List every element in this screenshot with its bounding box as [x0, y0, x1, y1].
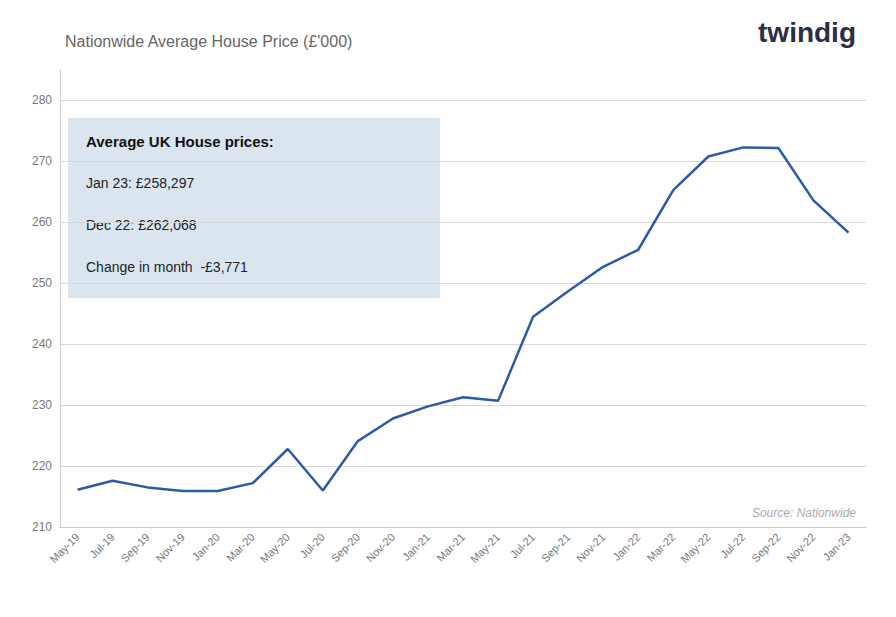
svg-text:Nov-19: Nov-19	[153, 531, 187, 565]
svg-text:220: 220	[32, 459, 52, 473]
svg-text:Dec 22: £262,068: Dec 22: £262,068	[86, 217, 197, 233]
svg-text:Nov-21: Nov-21	[574, 531, 608, 565]
svg-text:Nov-22: Nov-22	[784, 531, 818, 565]
svg-text:Sep-22: Sep-22	[749, 531, 783, 565]
svg-text:Average UK House prices:: Average UK House prices:	[86, 133, 274, 150]
svg-text:Jul-20: Jul-20	[297, 531, 327, 561]
svg-text:May-22: May-22	[678, 531, 712, 565]
svg-text:Mar-20: Mar-20	[224, 531, 257, 564]
svg-text:Jan-22: Jan-22	[610, 531, 642, 563]
svg-text:Jan-21: Jan-21	[400, 531, 432, 563]
svg-text:twindig: twindig	[758, 17, 856, 48]
svg-text:Mar-22: Mar-22	[644, 531, 677, 564]
svg-text:Change in month -£3,771: Change in month -£3,771	[86, 259, 248, 275]
svg-text:250: 250	[32, 276, 52, 290]
svg-text:Jan 23: £258,297: Jan 23: £258,297	[86, 175, 194, 191]
svg-text:Mar-21: Mar-21	[434, 531, 467, 564]
svg-text:Source: Nationwide: Source: Nationwide	[752, 506, 856, 520]
svg-text:260: 260	[32, 215, 52, 229]
svg-text:Sep-19: Sep-19	[118, 531, 152, 565]
svg-text:Jul-19: Jul-19	[87, 531, 117, 561]
svg-text:Jan-20: Jan-20	[190, 531, 222, 563]
svg-text:230: 230	[32, 398, 52, 412]
svg-text:280: 280	[32, 93, 52, 107]
svg-text:240: 240	[32, 337, 52, 351]
svg-text:Sep-21: Sep-21	[539, 531, 573, 565]
svg-text:Sep-20: Sep-20	[329, 531, 363, 565]
svg-text:May-21: May-21	[468, 531, 502, 565]
svg-text:Nationwide Average House Price: Nationwide Average House Price (£'000)	[65, 33, 352, 50]
svg-text:Jul-21: Jul-21	[508, 531, 538, 561]
svg-text:May-19: May-19	[47, 531, 81, 565]
svg-text:Jul-22: Jul-22	[718, 531, 748, 561]
svg-text:270: 270	[32, 154, 52, 168]
svg-text:210: 210	[32, 520, 52, 534]
svg-text:May-20: May-20	[258, 531, 292, 565]
svg-text:Nov-20: Nov-20	[364, 531, 398, 565]
svg-text:Jan-23: Jan-23	[820, 531, 852, 563]
